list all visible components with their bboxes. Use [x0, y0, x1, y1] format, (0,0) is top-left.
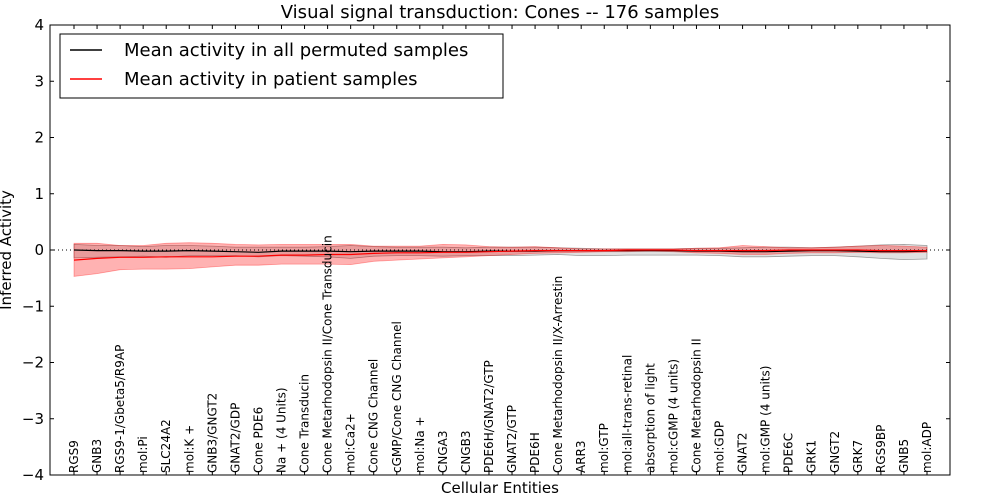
- x-category-label: GRK7: [851, 440, 865, 473]
- x-category-label: mol:all-trans-retinal: [620, 355, 634, 473]
- y-tick-label: 0: [34, 241, 44, 259]
- legend: Mean activity in all permuted samples Mea…: [59, 33, 504, 99]
- x-category-label: mol:GMP (4 units): [759, 366, 773, 473]
- y-tick-label: −1: [22, 297, 44, 315]
- x-category-label: mol:Ca2+: [344, 413, 358, 473]
- band-patient: [73, 242, 928, 277]
- x-category-label: mol:ADP: [920, 422, 934, 473]
- x-category-label: Cone Transducin: [298, 374, 312, 473]
- x-category-label: RGS9: [67, 440, 81, 473]
- x-category-label: RGS9-1/Gbeta5/R9AP: [113, 345, 127, 473]
- y-tick-label: 3: [34, 72, 44, 90]
- series-lines: [73, 249, 928, 261]
- x-category-label: Cone PDE6: [251, 407, 265, 473]
- x-category-label: GNB3/GNGT2: [205, 393, 219, 473]
- y-tick-label: 1: [34, 185, 44, 203]
- x-category-label: SLC24A2: [159, 419, 173, 473]
- x-category-label: CNGA3: [436, 431, 450, 474]
- x-category-label: mol:cGMP (4 units): [666, 359, 680, 473]
- x-category-label: Na + (4 Units): [275, 387, 289, 473]
- x-category-label: mol:K +: [182, 425, 196, 473]
- y-tick-label: −3: [22, 410, 44, 428]
- y-tick-label: −4: [22, 466, 44, 484]
- x-axis-categories: RGS9 GNB3 RGS9-1/Gbeta5/R9AP mol:Pi SLC24A2 m…: [67, 25, 934, 475]
- x-category-label: PDE6H: [528, 432, 542, 473]
- x-category-label: GNB5: [897, 439, 911, 473]
- x-axis-label: Cellular Entities: [441, 479, 559, 497]
- x-category-label: Cone Metarhodopsin II: [690, 338, 704, 473]
- x-category-label: Cone Metarhodopsin II/Cone Transducin: [321, 235, 335, 473]
- y-tick-label: 4: [34, 16, 44, 34]
- y-tick-label: 2: [34, 129, 44, 147]
- x-category-label: Cone Metarhodopsin II/X-Arrestin: [551, 276, 565, 473]
- x-category-label: GNAT2: [736, 432, 750, 473]
- y-tick-label: −2: [22, 354, 44, 372]
- x-category-label: PDE6H/GNAT2/GTP: [482, 360, 496, 473]
- confidence-bands: [73, 242, 928, 277]
- y-axis-label: Inferred Activity: [0, 190, 15, 310]
- x-category-label: GNB3: [90, 439, 104, 473]
- x-category-label: mol:Na +: [413, 416, 427, 473]
- x-category-label: GNGT2: [828, 431, 842, 473]
- x-category-label: GRK1: [805, 440, 819, 473]
- legend-label: Mean activity in patient samples: [124, 69, 418, 90]
- legend-box: [59, 33, 504, 99]
- x-category-label: ARR3: [574, 440, 588, 473]
- chart-title: Visual signal transduction: Cones -- 176…: [281, 2, 719, 23]
- x-category-label: GNAT2/GDP: [228, 403, 242, 473]
- legend-label: Mean activity in all permuted samples: [124, 40, 468, 61]
- x-category-label: mol:GDP: [713, 421, 727, 473]
- x-category-label: PDE6C: [782, 433, 796, 473]
- y-axis-ticks: −4 −3 −2 −1 0 1 2 3 4: [22, 16, 950, 484]
- x-category-label: absorption of light: [643, 363, 657, 473]
- x-category-label: mol:Pi: [136, 436, 150, 473]
- x-category-label: mol:GTP: [597, 423, 611, 473]
- x-category-label: CNGB3: [459, 430, 473, 473]
- x-category-label: Cone CNG Channel: [367, 359, 381, 473]
- x-category-label: RGS9BP: [874, 425, 888, 473]
- x-category-label: GNAT2/GTP: [505, 405, 519, 473]
- series-line-patient: [73, 249, 927, 261]
- x-category-label: cGMP/Cone CNG Channel: [390, 321, 404, 473]
